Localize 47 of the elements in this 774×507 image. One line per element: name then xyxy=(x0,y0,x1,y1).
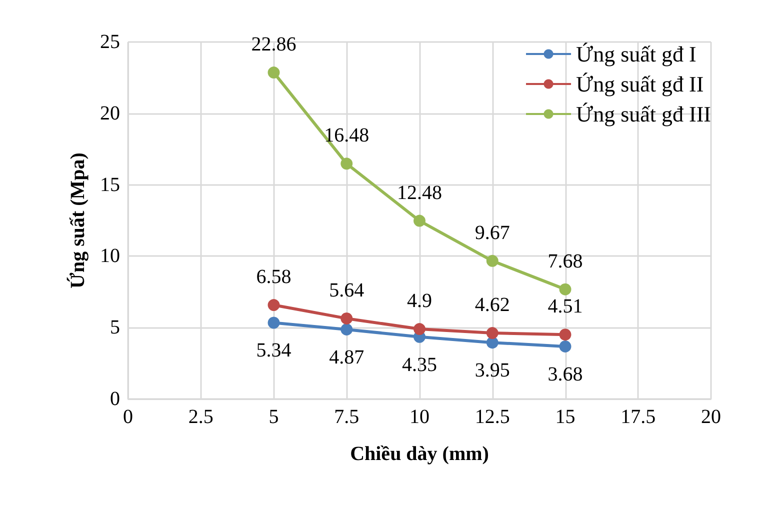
x-tick-label: 5 xyxy=(268,406,279,428)
point xyxy=(414,323,426,336)
data-label: 5.64 xyxy=(329,279,364,302)
legend-label: Ứng suất gđ I xyxy=(576,42,696,66)
data-label: 7.68 xyxy=(548,250,583,272)
data-label: 4.87 xyxy=(329,346,364,368)
data-label: 12.48 xyxy=(397,182,442,204)
y-tick-label: 20 xyxy=(100,102,120,124)
point xyxy=(559,283,572,296)
x-tick-label: 7.5 xyxy=(334,406,360,428)
y-tick-label: 15 xyxy=(100,174,120,196)
x-axis-title: Chiều dày (mm) xyxy=(350,443,489,465)
x-tick-label: 12.5 xyxy=(474,406,510,428)
x-tick-label: 20 xyxy=(701,406,721,428)
point xyxy=(268,316,280,329)
y-tick-label: 5 xyxy=(110,316,120,339)
data-label: 9.67 xyxy=(474,222,510,244)
data-label: 4.9 xyxy=(407,290,432,312)
y-tick-label: 10 xyxy=(100,245,120,268)
data-label: 3.95 xyxy=(474,360,510,382)
point xyxy=(268,299,280,312)
point xyxy=(486,254,498,267)
legend-label: Ứng suất gđ III xyxy=(576,102,712,126)
x-tick-label: 15 xyxy=(555,406,576,428)
point xyxy=(340,323,353,336)
point xyxy=(559,328,572,341)
x-tick-label: 2.5 xyxy=(188,406,214,428)
data-label: 6.58 xyxy=(256,266,292,288)
legend-label: Ứng suất gđ II xyxy=(576,72,704,96)
data-label: 3.68 xyxy=(548,363,583,386)
point xyxy=(414,214,426,227)
x-tick-label: 17.5 xyxy=(620,406,656,428)
point xyxy=(340,312,353,324)
data-label: 22.86 xyxy=(251,34,296,56)
x-tick-label: 10 xyxy=(410,406,430,428)
data-label: 16.48 xyxy=(324,124,370,147)
data-label: 4.51 xyxy=(548,296,583,318)
y-tick-label: 25 xyxy=(100,31,120,53)
point xyxy=(486,327,498,340)
point xyxy=(268,66,280,79)
y-axis-title: Ứng suất (Mpa) xyxy=(66,152,89,288)
point xyxy=(340,158,353,170)
data-label: 4.62 xyxy=(474,294,510,316)
y-tick-label: 0 xyxy=(110,388,120,410)
data-label: 4.35 xyxy=(402,354,437,376)
point xyxy=(559,340,572,352)
data-label: 5.34 xyxy=(256,340,292,362)
